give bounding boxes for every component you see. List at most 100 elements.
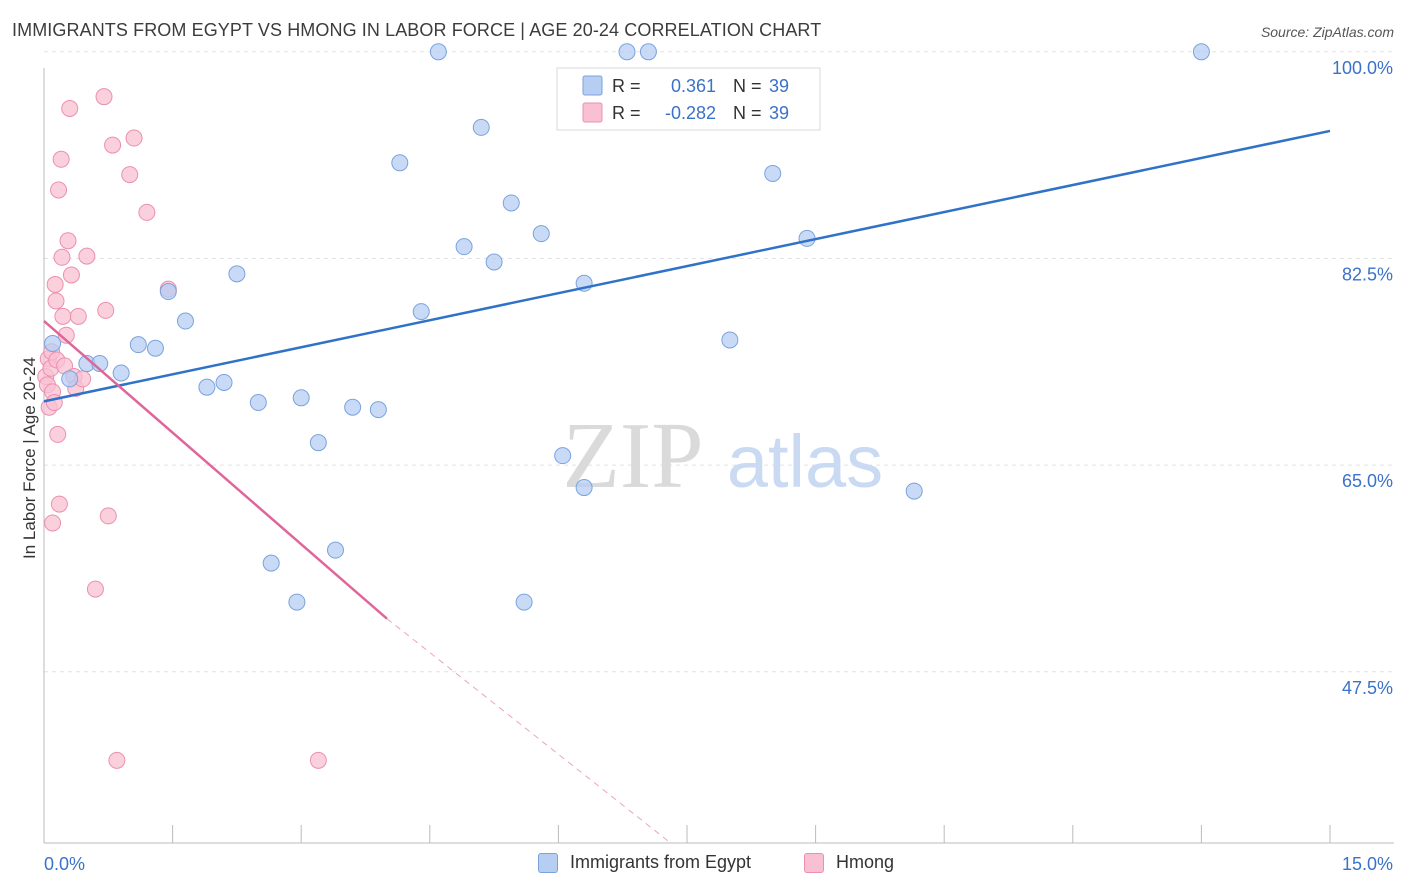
egypt-point [618,43,636,61]
egypt-point [429,43,447,61]
hmong-point [50,181,68,199]
legend-egypt-label: Immigrants from Egypt [570,852,752,872]
egypt-point [532,225,550,243]
legend-egypt-r-label: R = [612,76,641,96]
egypt-point [1192,43,1210,61]
hmong-point [121,166,139,184]
egypt-point [798,229,816,247]
hmong-point [78,247,96,265]
legend-item-egypt[interactable]: Immigrants from Egypt [538,852,751,873]
source-label: Source: ZipAtlas.com [1260,24,1394,40]
y-tick-label: 65.0% [1342,471,1393,491]
egypt-point [502,194,520,212]
hmong-point [50,495,68,513]
hmong-point [46,275,64,293]
egypt-point [764,164,782,182]
legend-hmong-r-label: R = [612,103,641,123]
egypt-point [412,303,430,321]
hmong-point [59,232,77,250]
egypt-point [146,339,164,357]
hmong-trend-line [43,320,388,620]
egypt-point [905,482,923,500]
egypt-point [215,373,233,391]
chart-title: IMMIGRANTS FROM EGYPT VS HMONG IN LABOR … [12,20,822,40]
hmong-point [54,307,72,325]
egypt-point [159,283,177,301]
hmong-point [95,88,113,106]
hmong-point [47,292,65,310]
egypt-point [176,312,194,330]
y-tick-label: 82.5% [1342,264,1393,284]
egypt-point [129,336,147,354]
hmong-point [104,136,122,154]
egypt-point [455,238,473,256]
grid-lines [44,51,1394,673]
legend-egypt-n-value: 39 [769,76,789,96]
egypt-point [472,118,490,136]
hmong-point [97,301,115,319]
egypt-point [292,389,310,407]
egypt-point [228,265,246,283]
legend-egypt-swatch [582,75,603,96]
egypt-point [391,154,409,172]
egypt-point [515,593,533,611]
legend-item-hmong[interactable]: Hmong [804,852,894,873]
hmong-point [44,514,62,532]
legend-egypt-n-label: N = [733,76,762,96]
egypt-point [61,370,79,388]
x-tick-label: 0.0% [44,854,85,874]
egypt-point [554,447,572,465]
hmong-point [86,580,104,598]
egypt-point [326,541,344,559]
watermark-atlas: atlas [727,420,883,503]
egypt-trend-line [43,129,1331,403]
legend-egypt-r-value: 0.361 [671,76,716,96]
series-hmong [37,88,327,769]
hmong-point [99,507,117,525]
egypt-point [44,334,62,352]
legend-hmong-marker [804,852,824,873]
egypt-point [309,434,327,452]
egypt-point [249,394,267,412]
egypt-point [112,364,130,382]
x-tick-labels: 0.0% 15.0% [44,854,1393,874]
y-tick-labels: 47.5% 65.0% 82.5% 100.0% [1332,58,1393,698]
legend-hmong-label: Hmong [836,852,895,872]
egypt-point [485,253,503,271]
legend-egypt-marker [538,852,558,873]
egypt-point [344,398,362,416]
legend-stats: R = 0.361 N = 39 R = -0.282 N = 39 [556,67,821,131]
egypt-point [262,554,280,572]
y-tick-label: 100.0% [1332,58,1393,78]
legend-hmong-swatch [582,102,603,123]
hmong-point [309,751,327,769]
series-egypt [44,43,1210,611]
legend: Immigrants from Egypt Hmong [0,850,1406,880]
egypt-point [575,479,593,497]
hmong-point [52,150,70,168]
legend-hmong-n-label: N = [733,103,762,123]
legend-hmong-n-value: 39 [769,103,789,123]
egypt-point [639,43,657,61]
trend-lines [43,129,1331,844]
y-axis-label: In Labor Force | Age 20-24 [20,357,39,559]
egypt-point [721,331,739,349]
hmong-point [108,751,126,769]
egypt-point [198,378,216,396]
hmong-point [125,129,143,147]
hmong-point [69,307,87,325]
hmong-point [61,99,79,117]
legend-hmong-r-value: -0.282 [665,103,716,123]
watermark: ZIP atlas [563,404,884,508]
hmong-point [62,266,80,284]
egypt-point [369,401,387,419]
hmong-point [49,425,67,443]
y-tick-label: 47.5% [1342,678,1393,698]
hmong-point [57,326,75,344]
hmong-point [53,248,71,266]
hmong-trend-extension [386,618,671,844]
hmong-point [138,203,156,221]
axes [43,68,1394,844]
egypt-point [288,593,306,611]
